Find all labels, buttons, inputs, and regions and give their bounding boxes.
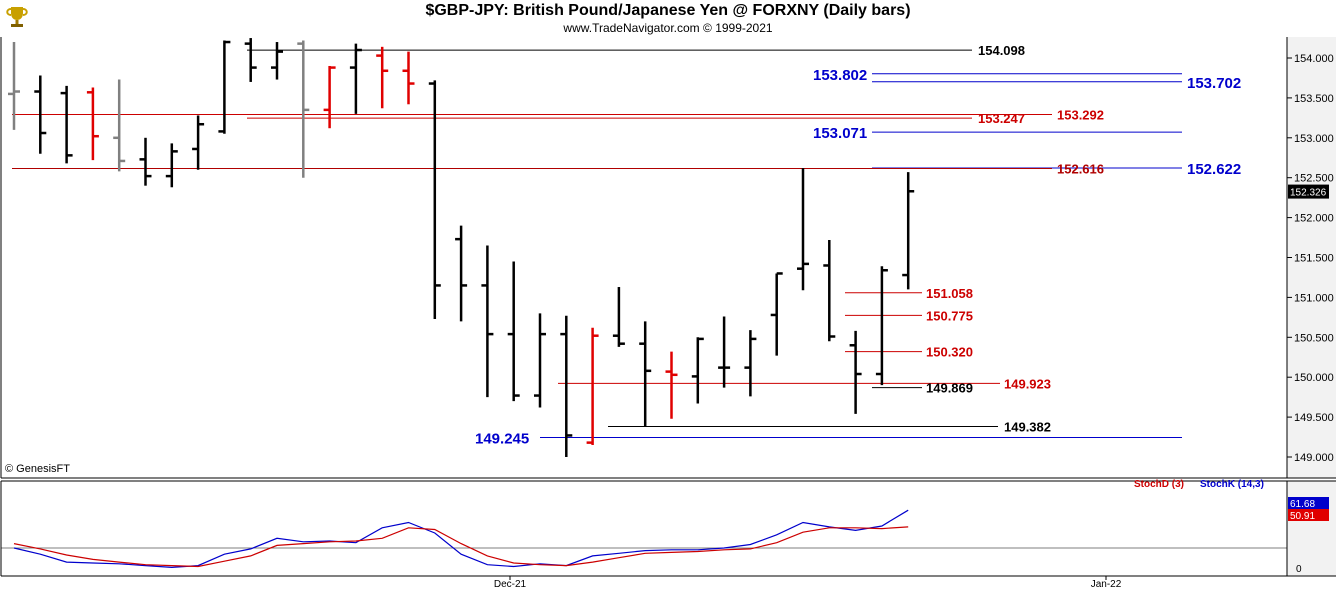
ohlc-bar (165, 143, 178, 188)
level-label: 149.923 (1004, 376, 1051, 391)
ohlc-bar (849, 330, 862, 414)
ohlc-bar (349, 43, 362, 114)
ohlc-bar (297, 40, 310, 178)
price-tick-label: 151.500 (1294, 253, 1334, 265)
level-label: 152.616 (1057, 161, 1104, 176)
level-label: 154.098 (978, 43, 1025, 58)
ohlc-bar (244, 38, 257, 82)
level-label: 149.869 (926, 381, 973, 396)
price-tick-label: 151.000 (1294, 292, 1334, 304)
last-price-label: 152.326 (1290, 188, 1327, 199)
chart-subtitle: www.TradeNavigator.com © 1999-2021 (563, 21, 773, 35)
price-tick-label: 149.500 (1294, 412, 1334, 424)
ohlc-bar (718, 316, 731, 388)
level-label: 153.292 (1057, 107, 1104, 122)
stochk-value-box (1288, 497, 1329, 509)
ohlc-bar (586, 327, 599, 446)
ohlc-bar (86, 87, 99, 161)
ohlc-bar (770, 272, 783, 356)
ohlc-bar (612, 287, 625, 347)
stochd-line (13, 526, 909, 568)
last-price-box (1288, 184, 1329, 199)
legend-stochd: StochD (3) (1134, 479, 1184, 490)
ohlc-bar (34, 75, 47, 154)
level-label: 153.247 (978, 111, 1025, 126)
ohlc-bar (271, 42, 283, 80)
trophy-logo-icon (6, 7, 28, 27)
ohlc-bar (402, 51, 415, 105)
ohlc-bar (744, 330, 757, 397)
price-tick-label: 152.500 (1294, 173, 1334, 185)
level-label: 151.058 (926, 286, 973, 301)
price-tick-label: 153.500 (1294, 93, 1334, 105)
level-label: 150.320 (926, 345, 973, 360)
level-label: 150.775 (926, 308, 973, 323)
ohlc-bar (428, 80, 441, 319)
ohlc-bar (139, 137, 152, 186)
price-tick-label: 150.000 (1294, 372, 1334, 384)
ohlc-bar (691, 337, 704, 404)
ohlc-bar (218, 40, 231, 134)
ohlc-bar (60, 85, 73, 164)
ohlc-bar (323, 65, 336, 129)
ohlc-bar (113, 79, 126, 172)
copyright-label: © GenesisFT (5, 463, 70, 475)
ohlc-bar (507, 261, 520, 402)
price-tick-label: 153.000 (1294, 133, 1334, 145)
level-label: 149.382 (1004, 420, 1051, 435)
ohlc-bar (8, 42, 20, 130)
stochk-line (13, 509, 909, 569)
level-label: 149.245 (475, 430, 529, 447)
level-label: 152.622 (1187, 161, 1241, 178)
ohlc-bar (797, 168, 809, 291)
ohlc-bar (875, 266, 888, 386)
ohlc-bar (639, 321, 652, 427)
ohlc-bar (823, 239, 836, 342)
ohlc-bar (376, 46, 389, 109)
level-label: 153.702 (1187, 75, 1241, 92)
price-tick-label: 149.000 (1294, 452, 1334, 464)
chart-title: $GBP-JPY: British Pound/Japanese Yen @ F… (425, 2, 911, 19)
x-tick-label: Dec-21 (494, 579, 527, 590)
price-tick-label: 152.000 (1294, 213, 1334, 225)
ohlc-bar (455, 225, 468, 322)
x-tick-label: Jan-22 (1091, 579, 1122, 590)
price-tick-label: 150.500 (1294, 332, 1334, 344)
ohlc-bar (534, 313, 546, 408)
price-tick-label: 154.000 (1294, 53, 1334, 65)
stochk-value: 61.68 (1290, 499, 1315, 510)
ohlc-bar (665, 351, 678, 419)
stochd-value-box (1288, 509, 1329, 521)
ohlc-bar (192, 115, 205, 170)
ohlc-bar (481, 245, 494, 398)
stoch-tick-label: 0 (1296, 564, 1302, 575)
level-label: 153.802 (813, 67, 867, 84)
level-label: 153.071 (813, 125, 867, 142)
stochd-value: 50.91 (1290, 511, 1315, 522)
legend-stochk: StochK (14,3) (1200, 479, 1264, 490)
ohlc-bar (560, 315, 573, 457)
ohlc-bar (902, 172, 915, 290)
